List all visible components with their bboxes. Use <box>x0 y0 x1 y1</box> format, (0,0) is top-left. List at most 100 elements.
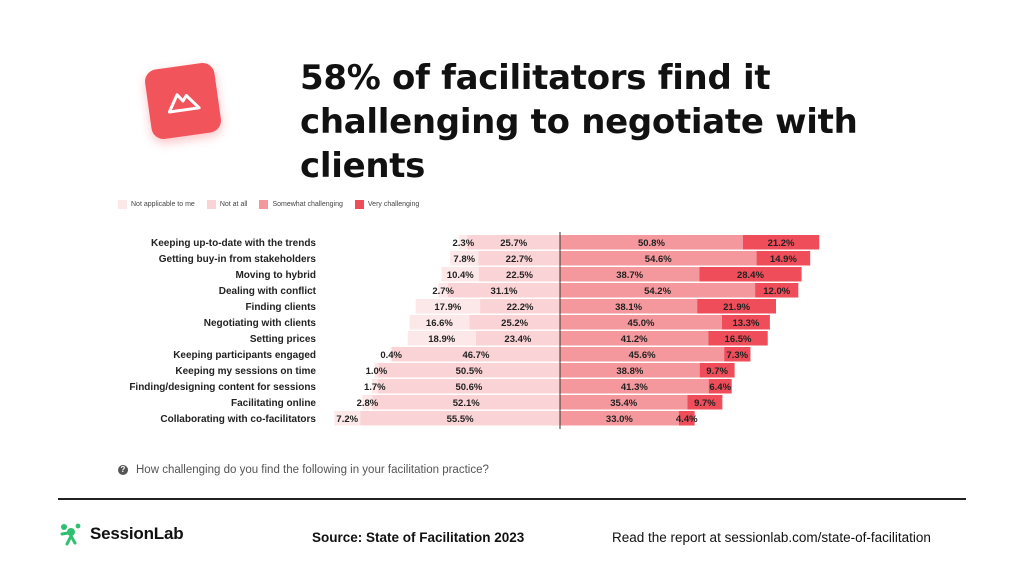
bar-segment <box>560 363 700 378</box>
bar-segment <box>560 299 698 314</box>
legend-swatch <box>206 200 216 209</box>
bar-segment <box>390 347 392 362</box>
category-label: Finding/designing content for sessions <box>129 382 316 393</box>
sessionlab-logo-icon <box>60 523 81 546</box>
bar-segment <box>475 331 560 346</box>
data-label: 10.4% <box>447 270 474 281</box>
bar-segment <box>560 283 756 298</box>
bar-segment <box>697 299 776 314</box>
bar-segment <box>678 411 695 426</box>
bar-segment <box>699 363 735 378</box>
category-label: Dealing with conflict <box>219 286 317 297</box>
legend-label: Not applicable to me <box>131 201 195 208</box>
category-label: Keeping up-to-date with the trends <box>151 238 316 249</box>
bar-segment <box>409 315 470 330</box>
bar-segment <box>441 267 479 282</box>
data-label: 7.2% <box>336 414 358 425</box>
data-label: 2.7% <box>432 286 454 297</box>
data-label: 25.2% <box>501 318 528 329</box>
data-label: 50.5% <box>456 366 483 377</box>
bar-segment <box>742 235 820 250</box>
legend-item: Not applicable to me <box>118 200 195 209</box>
bar-segment <box>334 411 361 426</box>
bar-segment <box>756 251 811 266</box>
bar-segment <box>374 363 379 378</box>
bar-segment <box>480 299 560 314</box>
data-label: 41.2% <box>621 334 648 345</box>
bar-segment <box>708 379 732 394</box>
brand-name: SessionLab <box>90 524 184 543</box>
diverging-bar-chart: Keeping up-to-date with the trends 25.7% 2… <box>129 232 820 429</box>
data-label: 6.4% <box>709 382 731 393</box>
bar-segment <box>560 235 743 250</box>
category-label: Keeping my sessions on time <box>175 366 316 377</box>
bar-segment <box>708 331 768 346</box>
mountain-icon <box>167 93 201 114</box>
bar-segment <box>560 347 725 362</box>
bar-segment <box>560 331 709 346</box>
legend-label: Somewhat challenging <box>272 201 343 208</box>
bar-segment <box>722 315 770 330</box>
category-label: Getting buy-in from stakeholders <box>159 254 317 265</box>
category-label: Setting prices <box>250 334 317 345</box>
data-label: 7.3% <box>726 350 748 361</box>
bar-segment <box>467 235 560 250</box>
source-text: Source: State of Facilitation 2023 <box>312 530 525 545</box>
data-label: 17.9% <box>434 302 461 313</box>
category-label: Finding clients <box>245 302 316 313</box>
category-label: Negotiating with clients <box>204 318 317 329</box>
brand: SessionLab <box>58 521 184 547</box>
data-label: 9.7% <box>694 398 716 409</box>
legend-swatch <box>259 200 269 209</box>
data-label: 54.6% <box>645 254 672 265</box>
data-label: 33.0% <box>606 414 633 425</box>
legend-item: Somewhat challenging <box>259 200 343 209</box>
data-label: 41.3% <box>621 382 648 393</box>
bar-segment <box>362 395 373 410</box>
bar-segment <box>448 283 560 298</box>
data-label: 31.1% <box>491 286 518 297</box>
bar-segment <box>478 251 560 266</box>
category-label: Moving to hybrid <box>235 270 316 281</box>
data-label: 54.2% <box>644 286 671 297</box>
data-label: 0.4% <box>380 350 402 361</box>
legend-label: Very challenging <box>367 201 420 208</box>
category-label: Collaborating with co-facilitators <box>160 414 316 425</box>
data-label: 35.4% <box>610 398 637 409</box>
data-label: 45.0% <box>628 318 655 329</box>
bar-segment <box>687 395 723 410</box>
bar-segment <box>755 283 799 298</box>
bar-segment <box>459 235 468 250</box>
data-label: 22.5% <box>506 270 533 281</box>
bar-segment <box>560 411 679 426</box>
data-label: 4.4% <box>676 414 698 425</box>
data-label: 22.7% <box>506 254 533 265</box>
bar-segment <box>469 315 560 330</box>
data-label: 2.8% <box>357 398 379 409</box>
data-label: 50.6% <box>455 382 482 393</box>
data-label: 38.8% <box>616 366 643 377</box>
data-label: 23.4% <box>504 334 531 345</box>
question-icon: ? <box>118 465 128 475</box>
bar-segment <box>724 347 751 362</box>
bar-segment <box>699 267 802 282</box>
data-label: 7.8% <box>453 254 475 265</box>
bar-segment <box>377 379 560 394</box>
bar-segment <box>360 411 560 426</box>
data-label: 18.9% <box>428 334 455 345</box>
legend-item: Not at all <box>206 200 247 209</box>
data-label: 38.7% <box>616 270 643 281</box>
bar-segment <box>438 283 449 298</box>
data-label: 14.9% <box>770 254 797 265</box>
data-label: 45.6% <box>629 350 656 361</box>
data-label: 12.0% <box>763 286 790 297</box>
data-label: 16.5% <box>725 334 752 345</box>
data-label: 1.0% <box>366 366 388 377</box>
bar-segment <box>372 395 560 410</box>
logo-tile <box>143 61 223 141</box>
report-link[interactable]: Read the report at sessionlab.com/state-… <box>612 530 931 545</box>
data-label: 21.9% <box>723 302 750 313</box>
data-label: 38.1% <box>615 302 642 313</box>
data-label: 9.7% <box>706 366 728 377</box>
legend-swatch <box>118 200 127 209</box>
